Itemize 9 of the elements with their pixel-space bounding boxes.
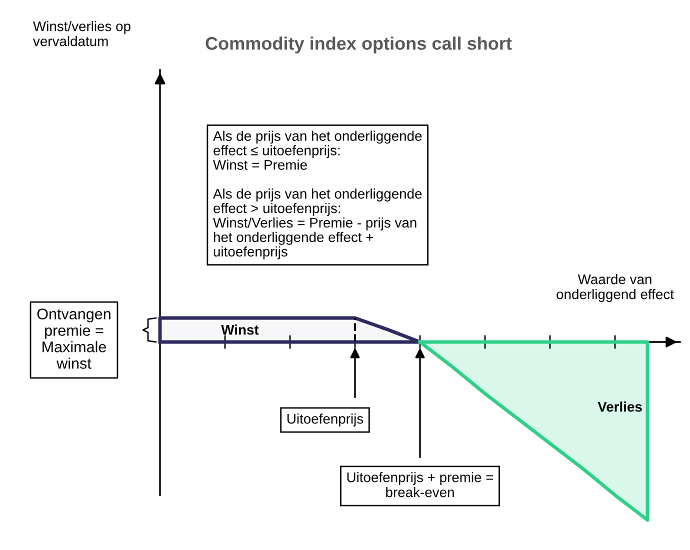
annotation: Uitoefenprijs: [287, 414, 364, 426]
chart-title: Commodity index options call short: [206, 36, 512, 54]
x-axis-title: Waarde van onderliggend effect: [556, 274, 674, 302]
annotation: Verlies: [598, 402, 642, 412]
text: Als de prijs van het onderliggende effect ≤ uitoefenprijs: Winst = Premie Als de prijs van het onderliggende effect > uitoefenprijs: Winst/Verlies = Premie - prijs van het onderliggende effect + uitoefenprijs: [213, 130, 422, 260]
annotation: Winst: [221, 324, 259, 335]
annotation: Uitoefenprijs + premie = break-even: [347, 472, 494, 498]
text: Winst/verlies op vervaldatum: [33, 21, 130, 46]
text: Ontvangen premie = Maximale winst: [37, 308, 110, 369]
